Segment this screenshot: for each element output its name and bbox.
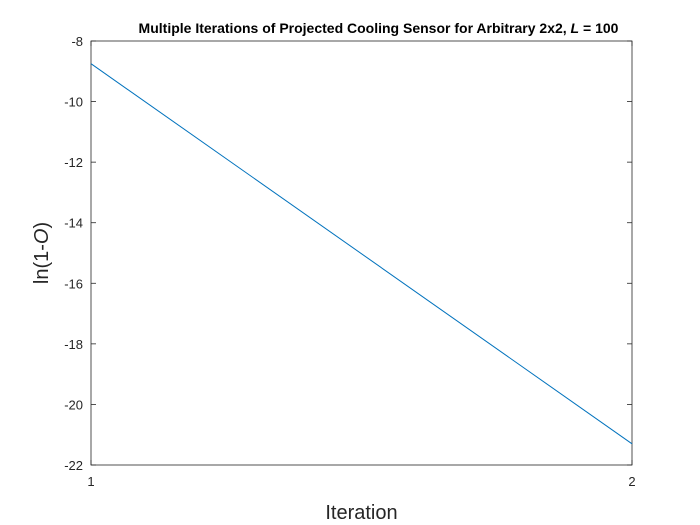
plot-area: [90, 40, 633, 466]
x-tick-label-0: 1: [87, 474, 94, 489]
y-axis-label: ln(1-O): [31, 222, 53, 284]
y-tick-label-7: -8: [71, 34, 83, 49]
y-axis-label-suffix: ): [31, 222, 53, 229]
axes-box: [90, 40, 633, 466]
series-line-0: [90, 63, 633, 445]
series-layer: [90, 63, 633, 445]
y-axis-label-prefix: ln(1-: [31, 244, 53, 284]
x-axis-label: Iteration: [325, 502, 397, 524]
chart-title: Multiple Iterations of Projected Cooling…: [139, 20, 619, 36]
y-tick-label-3: -16: [64, 276, 83, 291]
chart-title-italic: L: [571, 20, 580, 36]
y-axis-label-italic: O: [31, 229, 53, 245]
y-tick-label-0: -22: [64, 458, 83, 473]
chart-title-tail: = 100: [579, 20, 619, 36]
y-tick-label-6: -10: [64, 95, 83, 110]
y-tick-label-1: -20: [64, 397, 83, 412]
y-ticks: -22 -20 -18 -16 -14 -12 -10 -8: [64, 34, 632, 473]
y-tick-label-4: -14: [64, 216, 83, 231]
y-tick-label-5: -12: [64, 155, 83, 170]
chart-title-main: Multiple Iterations of Projected Cooling…: [139, 20, 571, 36]
y-tick-label-2: -18: [64, 337, 83, 352]
x-tick-label-1: 2: [628, 474, 635, 489]
